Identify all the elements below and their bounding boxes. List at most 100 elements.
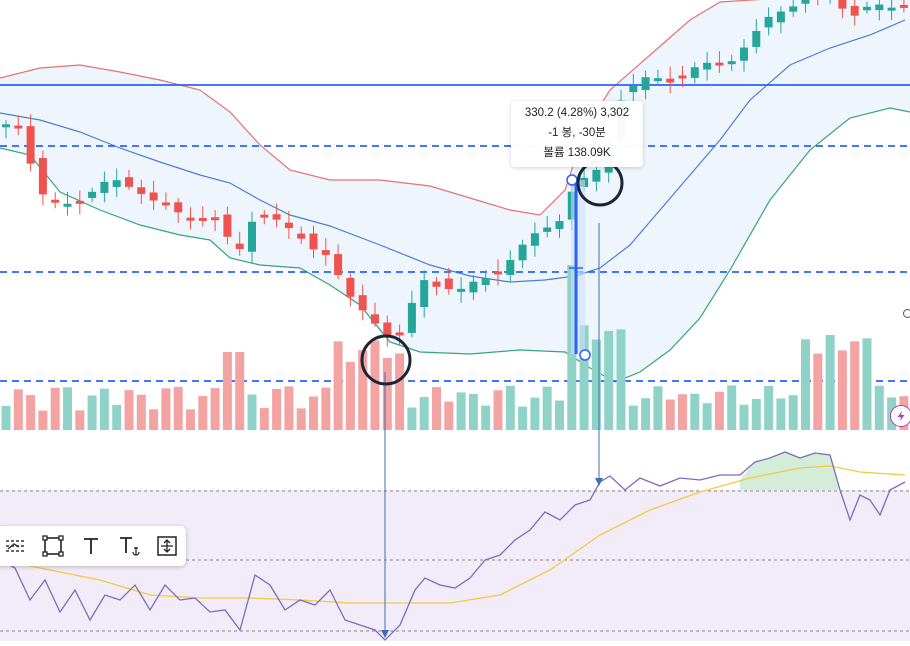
volume-bar [542,386,552,430]
candle-body [444,278,453,290]
volume-bar [161,388,171,430]
volume-bar [284,386,294,430]
volume-bar [641,398,651,430]
candle-body [690,67,699,78]
candle-body [309,233,318,250]
volume-bar [222,352,232,430]
candle-body [715,62,724,66]
rectangle-icon[interactable] [34,528,72,564]
volume-bar [186,409,195,430]
candle-body [100,181,109,193]
volume-bar [739,404,749,430]
candle-body [174,202,183,213]
volume-bar [149,409,159,430]
volume-bar [530,397,540,430]
volume-bar [13,389,23,430]
candle-body [469,281,478,293]
text-icon[interactable] [72,528,110,564]
drag-handle[interactable] [903,309,910,318]
candle-body [395,332,404,336]
candle-body [740,47,748,61]
volume-bar [837,350,847,430]
anchored-text-icon[interactable] [110,528,148,564]
volume-bar [173,386,183,430]
volume-bar [112,404,122,430]
candle-body [125,177,133,187]
candle-body [641,77,650,91]
volume-bar [259,408,269,430]
volume-bar [468,394,478,430]
volume-bar [99,388,109,430]
tooltip-price-change: 330.2 (4.28%) 3,302 [524,107,630,119]
volume-bar [321,387,331,430]
candle-body [653,78,662,82]
volume-bar [63,387,72,430]
candle-body [801,0,810,4]
bb-upper-line [0,0,762,216]
candle-body [407,302,416,333]
candle-body [75,200,84,204]
tooltip-bars-time: -1 봉, -30분 [548,127,606,139]
measure-tooltip: 330.2 (4.28%) 3,302 -1 봉, -30분 볼륨 138.09… [511,101,643,167]
volume-bar [653,386,663,430]
candle-body [703,62,712,70]
fib-lines-icon[interactable] [0,528,34,564]
price-range-icon[interactable] [148,528,186,564]
candle-body [14,125,23,129]
candle-body [727,61,736,65]
bb-lower-line [0,107,910,383]
volume-bar [690,393,700,430]
volume-bar [296,408,306,430]
candle-body [420,280,429,308]
volume-bar [136,394,146,430]
candle-body [776,11,785,23]
candle-body [875,4,884,11]
candle-body [371,314,379,324]
volume-bar [678,394,687,430]
volume-bar [665,399,675,430]
candle-body [764,16,773,28]
candle-body [161,202,170,206]
volume-bar [210,388,220,430]
candle-body [678,75,687,79]
candle-body [334,254,343,276]
volume-bar [333,341,343,430]
volume-bar [419,397,429,430]
volume-bar [38,410,48,430]
candle-body [752,31,761,47]
candle-body [211,217,220,221]
volume-bar [309,396,318,430]
lightning-icon[interactable] [890,405,910,427]
measure-range [571,180,585,354]
volume-bar [1,406,11,430]
volume-bar [358,350,368,430]
candle-body [260,214,269,218]
candle-body [518,244,527,261]
candle-body [592,169,601,182]
volume-bar [75,410,85,430]
volume-bar [87,395,97,430]
volume-bar [874,385,884,430]
candle-body [850,5,859,16]
rsi-overbought-fill [740,452,840,490]
volume-bar [616,329,626,430]
candle-body [26,126,35,164]
volume-bar [382,357,392,430]
candle-body [383,322,392,337]
candle-body [481,278,490,286]
volume-bar [272,388,282,430]
volume-bar [628,405,638,430]
candle-body [838,0,847,9]
candle-body [51,199,60,203]
volume-bar [788,395,798,430]
volume-bar [493,390,503,430]
volume-bar [370,340,380,430]
candle-body [198,217,207,221]
volume-bar [727,385,737,430]
candle-body [899,4,908,8]
annotations [360,159,624,638]
candle-body [555,221,564,230]
candle-body [863,6,871,11]
